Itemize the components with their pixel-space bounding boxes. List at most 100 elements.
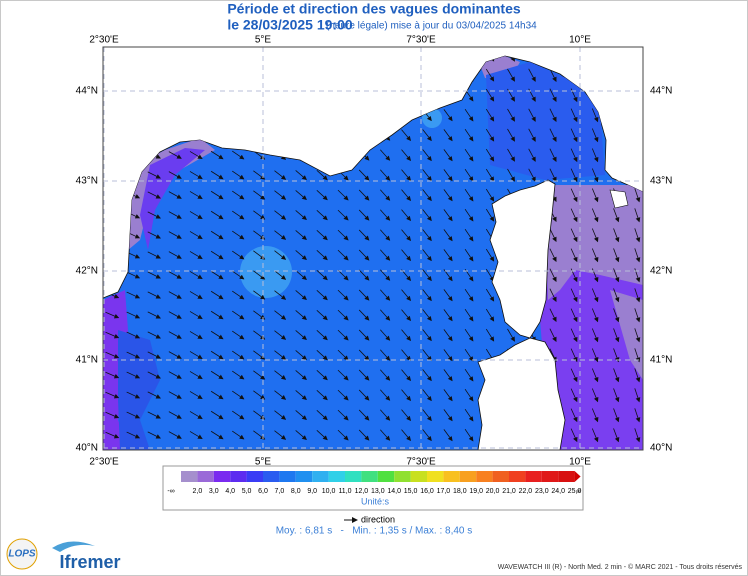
date: le 28/03/2025 19:00 (227, 17, 353, 33)
minorca-coast (609, 189, 629, 209)
wave-arrow (422, 269, 432, 282)
colorbar-label: 23,0 (535, 488, 549, 495)
colorbar-swatch (443, 471, 460, 482)
wave-arrow (189, 391, 203, 399)
wave-arrow (401, 429, 412, 441)
wave-arrow (464, 408, 474, 422)
wave-arrow (316, 329, 328, 341)
lon-label-bottom: 7°30'E (406, 457, 436, 468)
colorbar-label: 11,0 (338, 488, 351, 495)
wave-arrow (422, 409, 432, 422)
wave-arrow (380, 329, 391, 341)
wave-arrow (358, 229, 370, 241)
wave-arrow (147, 311, 161, 319)
wave-arrow (295, 390, 307, 401)
wave-arrow (147, 211, 161, 219)
wave-arrow (401, 249, 412, 261)
wave-arrow (443, 209, 453, 222)
wave-arrow (443, 109, 453, 122)
wave-arrow (634, 428, 641, 443)
lon-label-bottom: 10°E (569, 457, 591, 468)
colorbar-swatch (263, 471, 280, 482)
wave-arrow (168, 151, 182, 159)
colorbar-label: 16,0 (420, 488, 434, 495)
wave-arrow (232, 210, 245, 220)
colorbar-label: 6,0 (258, 488, 268, 495)
wave-arrow (337, 209, 349, 221)
wave-arrow (443, 309, 453, 322)
colorbar-end (574, 471, 581, 482)
wave-arrow (570, 348, 578, 363)
wave-arrow (570, 188, 578, 203)
wave-arrow (549, 168, 557, 182)
wave-arrow (634, 288, 641, 303)
wave-arrow (337, 429, 349, 441)
wave-arrow (316, 389, 328, 401)
colorbar-swatch (476, 471, 493, 482)
wave-arrow (464, 368, 474, 382)
wave-arrow (210, 290, 224, 300)
wave-arrow (528, 148, 536, 162)
wave-arrow (253, 290, 266, 300)
colorbar-swatch (525, 471, 542, 482)
wave-arrow (464, 288, 474, 302)
wave-arrow (232, 430, 245, 440)
wave-arrow (401, 289, 412, 301)
wave-arrow (443, 429, 453, 442)
wave-arrow (316, 409, 328, 421)
wave-arrow (634, 408, 641, 423)
wave-arrow (380, 369, 391, 381)
colorbar-swatch (361, 471, 378, 482)
map: 2°30'E 2°30'E 5°E 5°E 7°30'E 7°30'E 10°E 10°E 44… (76, 35, 673, 468)
wave-arrow (401, 209, 412, 221)
wave-arrow (295, 230, 307, 241)
wave-arrow (422, 189, 432, 202)
wave-arrow (232, 230, 245, 240)
wave-arrow (485, 108, 495, 122)
colorbar: -∞ 2,0 3,0 4,0 5,0 6,0 7,0 8,0 9,0 10,0 11,0 12,0 13… (167, 471, 582, 495)
wave-arrow (591, 228, 599, 243)
wave-arrow (591, 128, 599, 143)
wave-arrow (507, 168, 515, 182)
wave-arrow (147, 371, 161, 379)
wave-arrow (591, 368, 599, 383)
wave-arrow (380, 389, 391, 401)
wave-arrow (337, 329, 349, 341)
wave-arrow (443, 129, 453, 142)
zone-lavender (128, 138, 215, 250)
wave-arrow (358, 369, 370, 381)
colorbar-label: 21,0 (502, 488, 516, 495)
colorbar-label: -∞ (167, 488, 174, 495)
wave-arrow (295, 430, 307, 441)
wave-arrow (295, 370, 307, 381)
wave-arrow (105, 331, 120, 339)
wave-arrow (570, 428, 578, 443)
wave-arrow (401, 349, 412, 361)
wave-arrow (380, 309, 391, 321)
colorbar-swatch (181, 471, 198, 482)
wave-arrow (210, 230, 224, 240)
wave-arrow (380, 289, 391, 301)
wave-arrow (570, 308, 578, 323)
wave-arrow (634, 208, 641, 223)
wave-arrow (316, 369, 328, 381)
colorbar-label: 9,0 (307, 488, 317, 495)
wave-arrow (105, 431, 120, 439)
colorbar-swatch (312, 471, 329, 482)
colorbar-label: 15,0 (404, 488, 418, 495)
wave-arrow (549, 248, 557, 262)
colorbar-swatch (492, 471, 509, 482)
wave-arrow (210, 250, 224, 260)
wave-arrow (549, 328, 557, 342)
colorbar-swatch (295, 471, 313, 482)
wave-arrow (549, 348, 557, 362)
wave-arrow (147, 411, 161, 419)
wave-arrow (210, 430, 224, 440)
wave-arrow (358, 309, 370, 321)
wave-arrow (168, 371, 182, 379)
wave-arrow (274, 410, 287, 420)
wave-arrow (549, 68, 557, 82)
ifremer-swoosh (52, 541, 95, 552)
wave-arrow (168, 191, 182, 199)
wave-arrow (613, 408, 620, 423)
